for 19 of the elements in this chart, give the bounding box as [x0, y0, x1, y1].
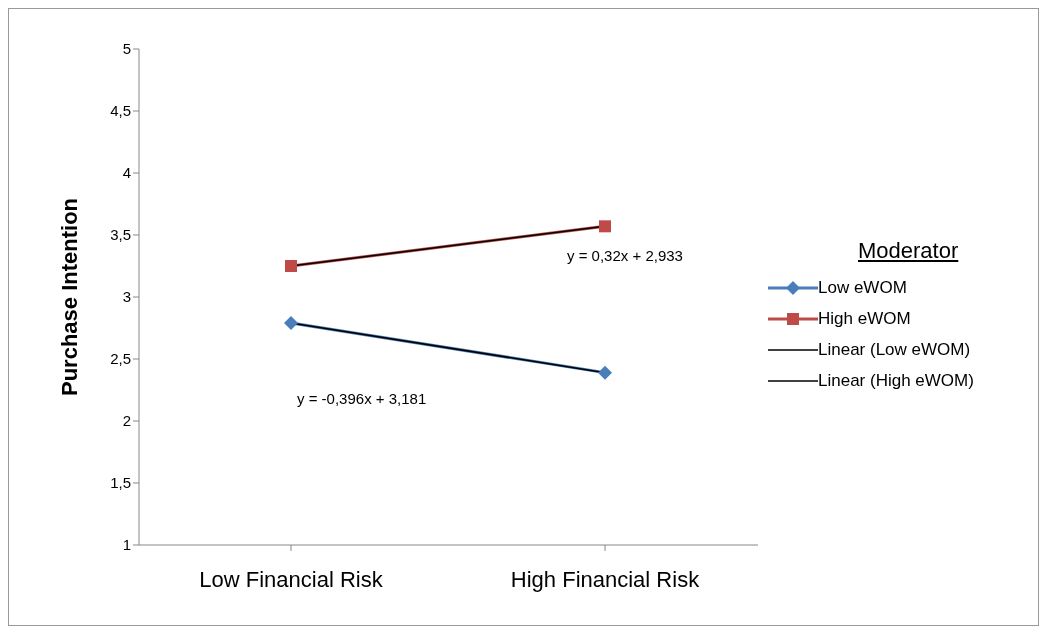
legend-label: Low eWOM: [818, 277, 907, 298]
y-tick-label: 5: [122, 40, 131, 58]
y-tick-label: 1,5: [110, 474, 131, 492]
y-tick-label: 4,5: [110, 102, 131, 120]
legend-label: Linear (Low eWOM): [818, 339, 971, 360]
y-tick-label: 4: [122, 164, 131, 182]
y-axis-title: Purchase Intention: [56, 197, 82, 397]
x-tick-label: Low Financial Risk: [199, 566, 384, 592]
y-tick-label: 3,5: [110, 226, 131, 244]
y-tick-label: 3: [122, 288, 131, 306]
y-tick-label: 2,5: [110, 350, 131, 368]
annotation: y = -0,396x + 3,181: [297, 390, 427, 407]
y-tick-label: 1: [122, 536, 131, 554]
y-tick-label: 2: [122, 412, 131, 430]
legend-label: Linear (High eWOM): [818, 370, 974, 391]
legend-label: High eWOM: [818, 308, 911, 329]
x-tick-label: High Financial Risk: [510, 566, 701, 592]
legend-title: Moderator: [858, 238, 960, 264]
annotation: y = 0,32x + 2,933: [567, 247, 683, 264]
